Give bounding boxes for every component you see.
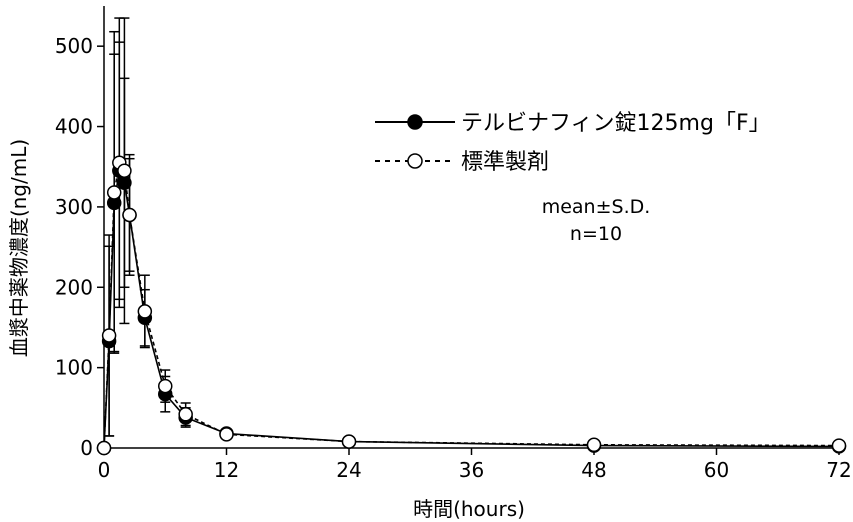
x-tick-label: 72 (826, 458, 851, 482)
data-point (122, 207, 137, 223)
y-ticks: 0 100 200 300 400 500 (55, 34, 104, 460)
data-point (117, 163, 132, 178)
series-markers-1 (96, 163, 847, 456)
series-1 (103, 41, 844, 449)
y-tick-label: 0 (80, 436, 93, 460)
x-tick-label: 60 (704, 458, 729, 482)
data-point (101, 328, 117, 343)
series-layer (96, 17, 847, 456)
data-point (831, 438, 847, 453)
data-point (137, 304, 153, 319)
x-tick-label: 0 (98, 458, 111, 482)
series-markers-2 (96, 155, 847, 456)
x-tick-label: 24 (336, 458, 361, 482)
series-line (103, 160, 840, 449)
legend: テルビナフィン錠125mg「F」 標準製剤 (375, 111, 771, 175)
annotation-mean-sd: mean±S.D. (542, 196, 651, 218)
x-tick-label: 12 (214, 458, 239, 482)
data-point (178, 406, 193, 422)
data-point (106, 185, 122, 200)
y-tick-label: 400 (55, 115, 93, 139)
axes: 0 100 200 300 400 500 0 12 24 36 48 60 72 (55, 6, 852, 482)
y-tick-label: 300 (55, 195, 93, 219)
legend-item-reference: 標準製剤 (375, 150, 549, 175)
legend-label-test: テルビナフィン錠125mg「F」 (461, 111, 771, 136)
data-point (219, 427, 234, 442)
data-point (117, 175, 132, 191)
annotation-n: n=10 (570, 223, 622, 245)
legend-marker-test (407, 114, 423, 130)
y-tick-label: 500 (55, 34, 93, 58)
x-tick-label: 48 (581, 458, 606, 482)
legend-label-reference: 標準製剤 (461, 150, 549, 175)
y-tick-label: 100 (55, 356, 93, 380)
series-2 (103, 17, 844, 449)
legend-marker-reference (407, 153, 423, 169)
x-axis-title: 時間(hours) (413, 497, 525, 521)
legend-item-test: テルビナフィン錠125mg「F」 (375, 111, 771, 136)
data-point (158, 378, 173, 394)
series-line (103, 167, 840, 449)
x-tick-label: 36 (459, 458, 484, 482)
data-point (586, 437, 602, 453)
y-axis-title: 血漿中薬物濃度(ng/mL) (7, 139, 31, 357)
y-tick-label: 200 (55, 275, 93, 299)
data-point (96, 440, 112, 456)
x-ticks: 0 12 24 36 48 60 72 (98, 448, 852, 482)
data-point (341, 434, 357, 449)
